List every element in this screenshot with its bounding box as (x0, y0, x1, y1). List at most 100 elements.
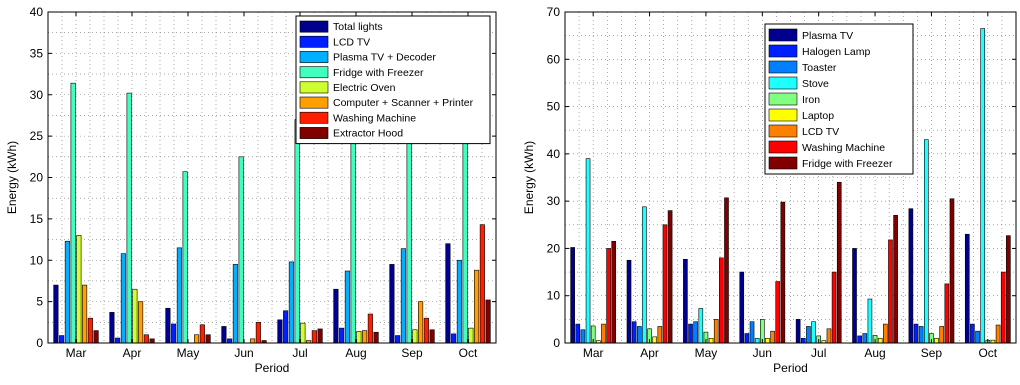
x-tick-label: Apr (640, 346, 659, 360)
bar (811, 321, 816, 343)
legend-item: Plasma TV (768, 28, 853, 42)
bar (132, 288, 138, 343)
bar (857, 335, 862, 343)
legend-label: Extractor Hood (333, 128, 403, 140)
y-tick-label: 40 (30, 5, 44, 19)
bar (934, 337, 939, 343)
bar (585, 158, 591, 343)
bar (995, 324, 1001, 343)
legend-label: Total lights (333, 21, 383, 33)
bar (949, 198, 955, 343)
bar (683, 258, 688, 343)
bar (626, 259, 632, 343)
bar (367, 313, 373, 343)
legend-item: LCD TV (768, 124, 839, 138)
legend-label: LCD TV (802, 126, 839, 138)
bar (311, 330, 317, 343)
bar (126, 92, 132, 343)
bar (765, 337, 770, 343)
bar (964, 233, 970, 343)
series-8 (606, 224, 1006, 343)
bar (205, 334, 211, 343)
y-tick-label: 15 (30, 212, 44, 226)
bar (350, 119, 356, 343)
bar (120, 253, 126, 343)
legend-label: Electric Oven (333, 82, 396, 94)
legend-box (295, 15, 491, 145)
bar (806, 326, 811, 343)
x-axis-label: Period (773, 361, 808, 375)
y-tick-label: 10 (30, 253, 44, 267)
legend-swatch (768, 140, 798, 154)
bar (143, 334, 149, 343)
bar (739, 271, 745, 343)
legend-label: Plasma TV (802, 30, 853, 42)
y-tick-label: 30 (30, 88, 44, 102)
bar (373, 331, 379, 343)
bar (485, 299, 491, 343)
bar (400, 248, 406, 343)
y-tick-label: 0 (553, 336, 560, 350)
legend-swatch (768, 60, 798, 74)
bar (893, 215, 898, 343)
legend-label: Washing Machine (333, 112, 416, 124)
x-tick-label: Sep (401, 346, 423, 360)
bar (1000, 271, 1006, 343)
legend-swatch (768, 92, 798, 106)
bar (939, 326, 945, 343)
chart-panel-2: 0 10 20 30 40 50 60 70 Mar Apr May Jun Jul Aug Sep Oct P… (522, 5, 1017, 375)
series-2 (575, 321, 975, 343)
bar (944, 283, 950, 343)
bar (708, 337, 714, 343)
x-tick-label: Aug (864, 346, 885, 360)
bar (831, 271, 837, 343)
legend-item: Plasma TV + Decoder (299, 51, 436, 64)
bar (719, 257, 724, 343)
series-3 (580, 321, 980, 343)
bar (288, 261, 294, 343)
x-tick-label: May (177, 346, 200, 360)
bar (462, 135, 468, 343)
bar (590, 325, 596, 343)
y-tick-label: 60 (547, 52, 561, 66)
bar (698, 308, 704, 343)
bar (300, 322, 306, 343)
y-tick-label: 35 (30, 46, 44, 60)
legend-item: Halogen Lamp (768, 44, 870, 58)
series-2 (59, 310, 457, 343)
y-tick-label: 20 (30, 171, 44, 185)
bar (468, 327, 474, 343)
bar (406, 119, 412, 343)
bar (652, 336, 658, 343)
bar (389, 264, 395, 343)
legend-item: Washing Machine (768, 140, 885, 154)
y-tick-label: 5 (36, 295, 43, 309)
bar (975, 330, 980, 343)
legend-swatch (299, 111, 329, 124)
legend-label: Plasma TV + Decoder (333, 52, 436, 64)
legend-swatch (299, 66, 329, 79)
x-axis-label: Period (255, 361, 290, 375)
bar (53, 284, 59, 343)
bar (852, 248, 857, 343)
x-tick-label: Jul (292, 346, 307, 360)
bar (317, 328, 323, 343)
bar (333, 288, 339, 343)
bar (64, 240, 70, 343)
legend: Plasma TV Halogen Lamp Toaster Stove Iron Lap… (764, 23, 914, 175)
legend-item: Total lights (299, 20, 383, 33)
series-6 (596, 336, 996, 343)
y-tick-label: 25 (30, 129, 44, 143)
bar (570, 247, 575, 343)
bar (149, 338, 155, 343)
legend-label: Iron (802, 94, 820, 106)
legend-item: Fridge with Freezer (768, 156, 893, 170)
bar (138, 301, 144, 343)
x-tick-label: Apr (123, 346, 142, 360)
series-1 (53, 243, 451, 343)
bar (412, 329, 418, 343)
legend-swatch (299, 51, 329, 63)
y-tick-label: 20 (547, 241, 561, 255)
bar (744, 333, 750, 343)
x-tick-label: Oct (978, 346, 997, 360)
